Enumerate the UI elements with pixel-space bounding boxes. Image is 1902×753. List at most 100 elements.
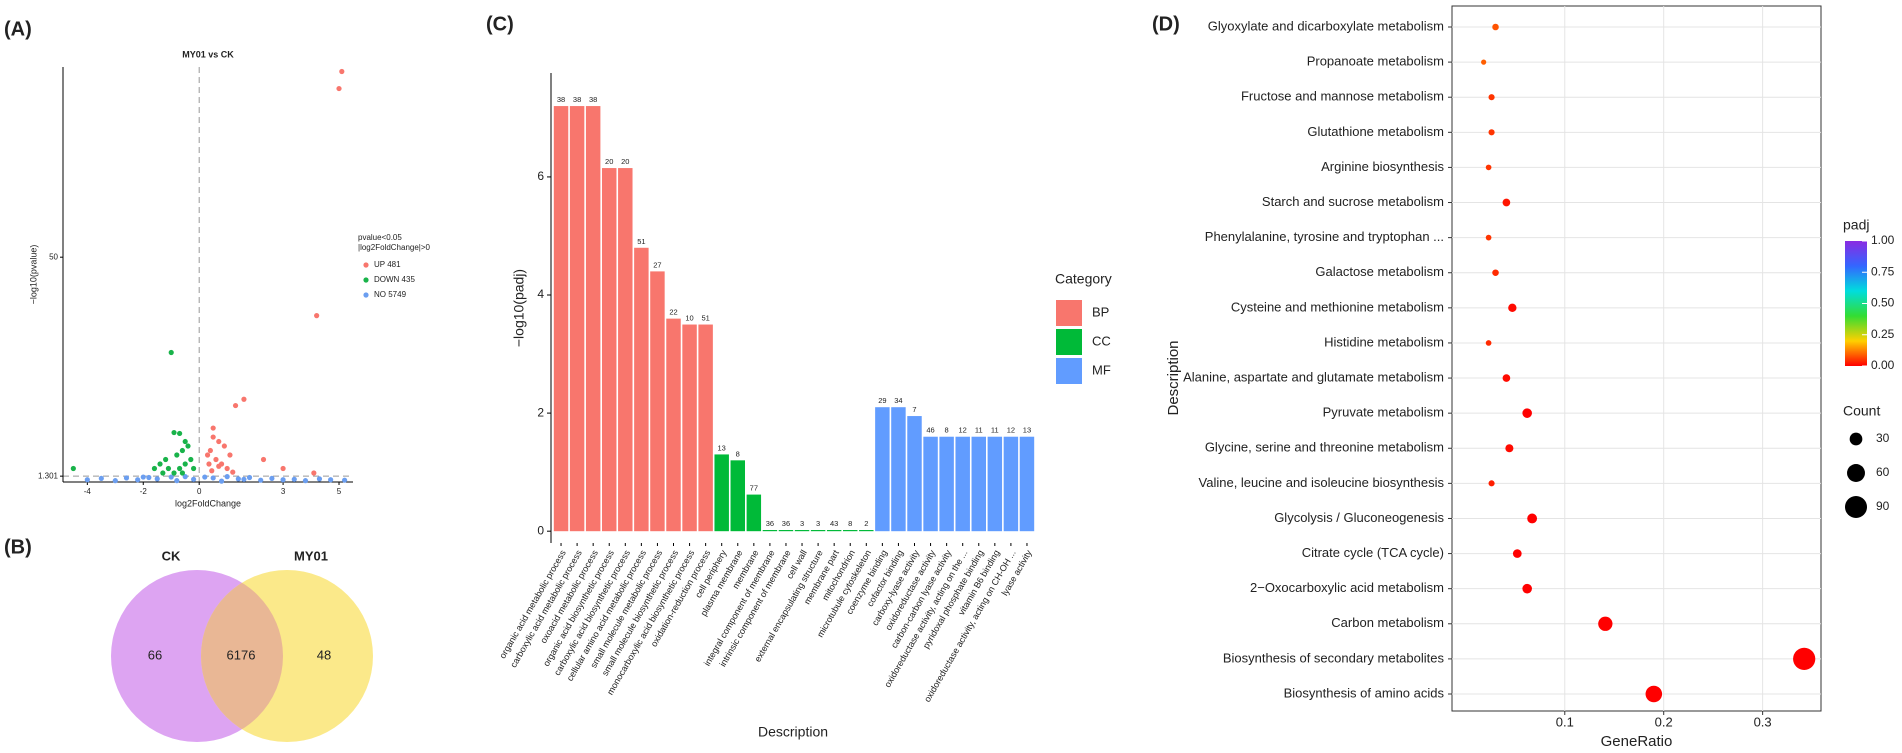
count-label: 2 <box>864 519 868 528</box>
count-label: 43 <box>830 519 838 528</box>
point <box>168 349 174 356</box>
point <box>185 443 191 449</box>
bar <box>843 530 858 532</box>
dot <box>1522 583 1532 594</box>
legend-title: pvalue<0.05 <box>358 233 402 242</box>
point <box>210 475 216 481</box>
y-axis-label: Description <box>1165 340 1182 415</box>
x-axis-label: GeneRatio <box>1601 733 1673 750</box>
point <box>174 478 180 484</box>
y-tick-label: Glycine, serine and threonine metabolism <box>1205 440 1444 455</box>
dot <box>1793 647 1816 671</box>
point <box>210 425 216 431</box>
y-tick-label: Pyruvate metabolism <box>1323 405 1444 420</box>
x-axis-label: Description <box>758 724 828 740</box>
point <box>177 465 183 472</box>
point <box>84 477 90 483</box>
venn-count: 48 <box>317 647 331 662</box>
dot <box>1488 129 1495 136</box>
y-tick-label: Glutathione metabolism <box>1307 124 1444 139</box>
point <box>209 468 215 474</box>
legend-label: BP <box>1092 304 1109 319</box>
point <box>163 456 169 463</box>
point <box>204 452 211 458</box>
y-tick-label: Glycolysis / Gluconeogenesis <box>1274 510 1444 525</box>
bar <box>762 530 778 532</box>
count-label: 36 <box>782 519 790 528</box>
bar <box>634 247 649 532</box>
point <box>171 470 177 476</box>
bar <box>666 318 681 532</box>
y-tick-label: Phenylalanine, tyrosine and tryptophan .… <box>1205 229 1444 244</box>
point <box>174 452 180 458</box>
point <box>171 429 177 436</box>
bar <box>875 407 890 532</box>
count-label: 3 <box>800 519 804 528</box>
dot <box>1598 616 1613 631</box>
x-tick-label: 0.2 <box>1655 714 1673 729</box>
count-label: 12 <box>1007 426 1015 435</box>
y-tick-label: Starch and sucrose metabolism <box>1262 194 1444 209</box>
colorbar-tick-label: 1.00 <box>1871 233 1895 247</box>
point <box>182 474 188 480</box>
count-label: 36 <box>766 519 774 528</box>
count-label: 46 <box>926 426 934 435</box>
point <box>182 438 188 445</box>
count-label: 7 <box>912 405 916 414</box>
dot <box>1485 234 1492 241</box>
point <box>188 456 194 463</box>
panel-label: (A) <box>4 18 32 40</box>
point <box>160 470 166 476</box>
count-label: 34 <box>894 396 902 405</box>
bar <box>907 416 922 532</box>
point <box>269 475 275 482</box>
bar <box>569 106 585 532</box>
x-tick-label: -2 <box>140 487 148 496</box>
point <box>241 476 247 482</box>
point <box>280 477 286 483</box>
venn-count: 6176 <box>227 647 256 662</box>
point <box>314 313 320 319</box>
point <box>146 474 152 481</box>
y-tick-label: Fructose and mannose metabolism <box>1241 89 1444 104</box>
legend-label: DOWN 435 <box>374 275 415 284</box>
bar <box>955 436 970 532</box>
count-label: 8 <box>945 426 949 435</box>
set-label: CK <box>162 548 181 563</box>
dot <box>1527 513 1538 524</box>
count-label: 8 <box>848 519 852 528</box>
size-key <box>1845 496 1867 518</box>
count-label: 38 <box>573 95 581 104</box>
point <box>123 475 130 481</box>
y-tick-label: Valine, leucine and isoleucine biosynthe… <box>1199 475 1445 490</box>
bar <box>987 436 1003 532</box>
bar <box>923 436 938 532</box>
point <box>135 477 141 483</box>
legend-swatch <box>363 262 369 268</box>
bar <box>650 271 665 532</box>
point <box>224 474 230 480</box>
bar <box>891 407 906 532</box>
point <box>179 447 186 454</box>
legend-label: UP 481 <box>374 260 401 269</box>
dot <box>1522 408 1532 418</box>
point <box>112 478 118 484</box>
count-label: 77 <box>750 484 758 493</box>
point <box>311 470 317 476</box>
point <box>230 469 236 475</box>
point <box>339 68 345 75</box>
x-tick-label: 5 <box>337 487 342 496</box>
y-tick-label: Galactose metabolism <box>1315 264 1444 279</box>
x-tick-label: -4 <box>84 487 92 496</box>
bar <box>585 106 601 532</box>
count-label: 51 <box>637 237 645 246</box>
point <box>291 476 297 482</box>
bar <box>618 168 633 532</box>
point <box>202 474 208 480</box>
point <box>206 461 212 467</box>
legend-swatch <box>1056 329 1082 355</box>
point <box>260 456 267 463</box>
count-label: 10 <box>685 314 693 323</box>
panel-label: (D) <box>1152 13 1180 35</box>
y-tick-label: 2−Oxocarboxylic acid metabolism <box>1250 580 1444 595</box>
